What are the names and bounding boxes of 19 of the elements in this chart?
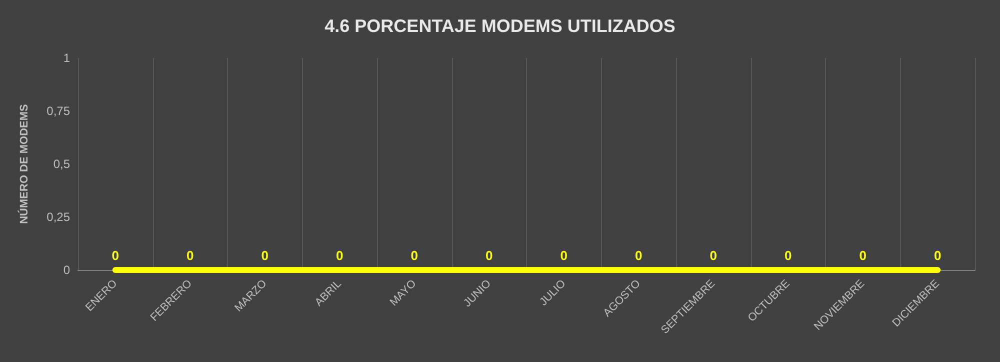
data-label: 0: [784, 248, 792, 263]
data-label: 0: [112, 248, 119, 263]
y-axis-title: NÚMERO DE MODEMS: [18, 104, 30, 224]
data-label: 0: [410, 248, 418, 263]
y-tick-label: 0: [63, 263, 70, 277]
y-tick-label: 1: [63, 51, 70, 65]
data-label: 0: [486, 248, 493, 263]
data-label: 0: [934, 248, 942, 263]
data-label: 0: [859, 248, 866, 263]
y-tick-label: 0,25: [46, 210, 70, 224]
data-label: 0: [336, 248, 344, 263]
data-label: 0: [186, 248, 194, 263]
data-label: 0: [635, 248, 642, 263]
data-label: 0: [710, 248, 717, 263]
y-tick-label: 0,5: [53, 157, 70, 171]
data-label: 0: [560, 248, 568, 263]
data-label: 0: [261, 248, 268, 263]
chart-title: 4.6 PORCENTAJE MODEMS UTILIZADOS: [324, 16, 676, 36]
y-tick-label: 0,75: [46, 104, 70, 118]
